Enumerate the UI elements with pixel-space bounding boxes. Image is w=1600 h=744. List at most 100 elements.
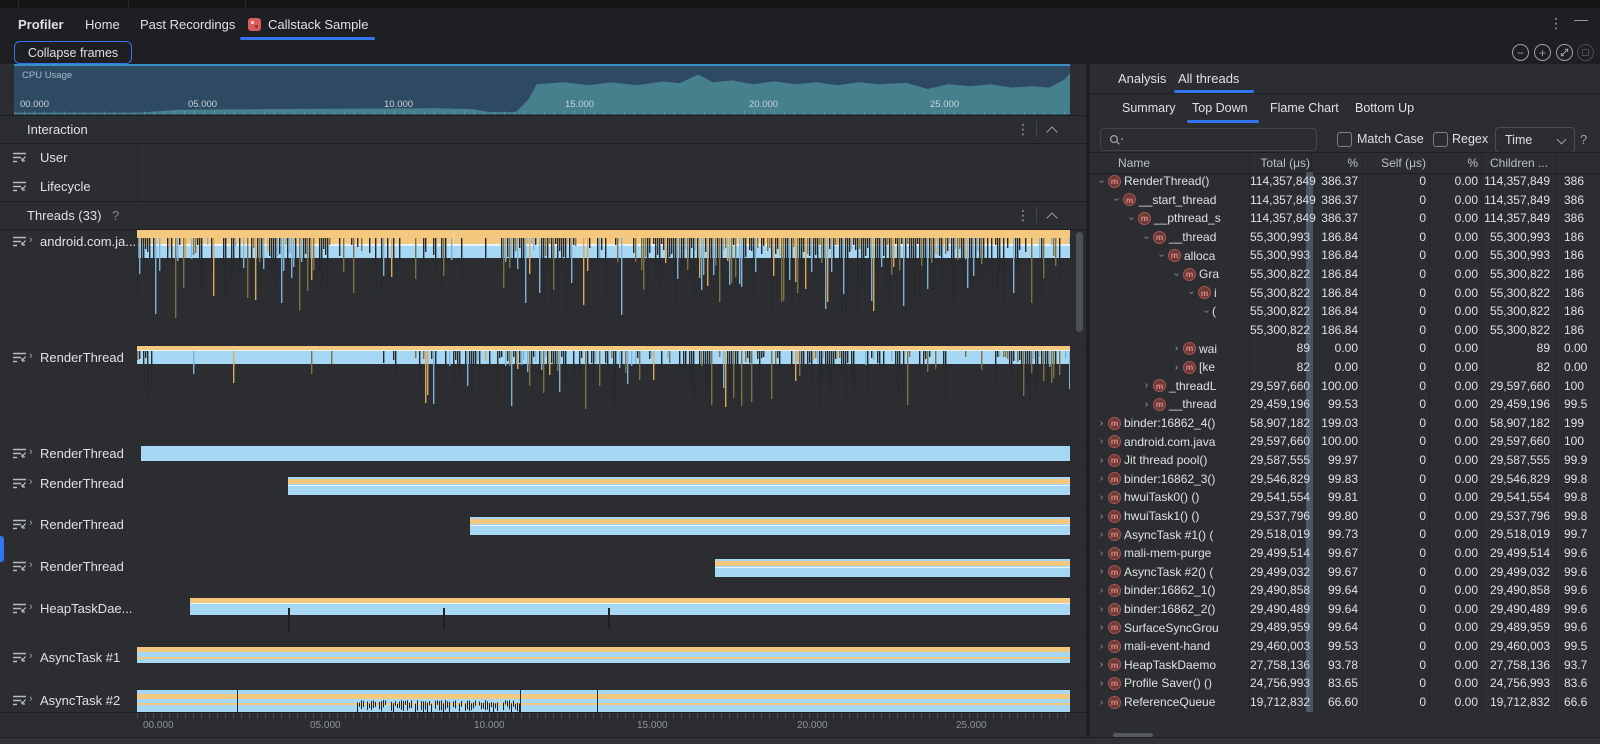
interaction-row-lifecycle[interactable]: Lifecycle [0, 172, 1086, 201]
thread-row[interactable]: › HeapTaskDae... [0, 590, 1086, 639]
column-divider[interactable] [1429, 152, 1430, 712]
function-name-cell[interactable]: › m i [1096, 284, 1250, 303]
column-divider[interactable] [1481, 152, 1482, 712]
tree-chevron-icon[interactable]: › [1099, 436, 1104, 448]
tree-chevron-icon[interactable]: › [1096, 179, 1107, 183]
tree-chevron-icon[interactable]: › [1111, 198, 1122, 202]
thread-track[interactable] [137, 547, 1070, 590]
thread-row[interactable]: › RenderThread [0, 345, 1086, 441]
table-row[interactable]: › m binder:16862_3() 29,546,829 99.83 0 … [1090, 470, 1600, 489]
interaction-kebab-icon[interactable]: ⋮ [1016, 121, 1030, 137]
table-row[interactable]: › m Jit thread pool() 29,587,555 99.97 0… [1090, 451, 1600, 470]
table-row[interactable]: › m __thread 55,300,993 186.84 0 0.00 55… [1090, 228, 1600, 247]
column-divider[interactable] [1555, 152, 1556, 712]
col-self-pct[interactable]: % [1467, 156, 1478, 170]
function-name-cell[interactable]: › m _threadL [1096, 377, 1250, 396]
thread-track[interactable] [137, 638, 1070, 680]
table-row[interactable]: › m AsyncTask #2() ( 29,499,032 99.67 0 … [1090, 563, 1600, 582]
zoom-out-icon[interactable]: − [1512, 44, 1529, 61]
interaction-collapse-icon[interactable] [1046, 126, 1058, 138]
table-row[interactable]: › m ReferenceQueue 19,712,832 66.60 0 0.… [1090, 693, 1600, 712]
thread-expand-chevron[interactable]: › [29, 446, 33, 458]
threads-header[interactable]: Threads (33) ? ⋮ [0, 201, 1086, 230]
table-row[interactable]: › m binder:16862_1() 29,490,858 99.64 0 … [1090, 581, 1600, 600]
thread-row[interactable]: › RenderThread [0, 547, 1086, 591]
table-horizontal-scrollbar[interactable] [1113, 733, 1153, 738]
column-divider[interactable] [1311, 152, 1312, 712]
tree-chevron-icon[interactable]: › [1099, 584, 1104, 596]
table-row[interactable]: › m alloca 55,300,993 186.84 0 0.00 55,3… [1090, 246, 1600, 265]
function-name-cell[interactable]: › m __start_thread [1096, 191, 1250, 210]
function-name-cell[interactable]: › m [1096, 321, 1250, 340]
tab-home[interactable]: Home [85, 17, 120, 32]
match-case-checkbox[interactable] [1337, 132, 1352, 147]
thread-row[interactable]: › RenderThread [0, 440, 1086, 471]
table-row[interactable]: › m AsyncTask #1() ( 29,518,019 99.73 0 … [1090, 525, 1600, 544]
function-name-cell[interactable]: › m __thread [1096, 395, 1250, 414]
tree-chevron-icon[interactable]: › [1186, 291, 1197, 295]
thread-track[interactable] [137, 590, 1070, 638]
thread-expand-chevron[interactable]: › [29, 476, 33, 488]
threads-kebab-icon[interactable]: ⋮ [1016, 207, 1030, 223]
col-children[interactable]: Children ... [1490, 156, 1549, 170]
function-name-cell[interactable]: › m alloca [1096, 246, 1250, 265]
col-total-pct[interactable]: % [1347, 156, 1358, 170]
function-name-cell[interactable]: › m ReferenceQueue [1096, 693, 1250, 712]
threads-collapse-icon[interactable] [1046, 212, 1058, 224]
cpu-usage-chart[interactable]: CPU Usage 00.000 05.000 10.000 15.000 20.000… [14, 64, 1070, 116]
tab-past-recordings[interactable]: Past Recordings [140, 17, 236, 32]
tree-chevron-icon[interactable]: › [1144, 398, 1149, 410]
function-name-cell[interactable]: › m binder:16862_4() [1096, 414, 1250, 433]
function-name-cell[interactable]: › m HeapTaskDaemo [1096, 656, 1250, 675]
thread-track[interactable] [137, 228, 1070, 345]
thread-row[interactable]: › RenderThread [0, 505, 1086, 548]
thread-track[interactable] [137, 470, 1070, 505]
function-name-cell[interactable]: › m Jit thread pool() [1096, 451, 1250, 470]
table-row[interactable]: › m hwuiTask0() () 29,541,554 99.81 0 0.… [1090, 488, 1600, 507]
tree-chevron-icon[interactable]: › [1099, 454, 1104, 466]
table-row[interactable]: › m [ke 82 0.00 0 0.00 82 0.00 [1090, 358, 1600, 377]
thread-track[interactable] [137, 505, 1070, 547]
tree-chevron-icon[interactable]: › [1099, 603, 1104, 615]
tree-chevron-icon[interactable]: › [1144, 380, 1149, 392]
table-row[interactable]: › m binder:16862_2() 29,490,489 99.64 0 … [1090, 600, 1600, 619]
table-row[interactable]: › m 55,300,822 186.84 0 0.00 55,300,822 … [1090, 321, 1600, 340]
function-name-cell[interactable]: › m AsyncTask #2() ( [1096, 563, 1250, 582]
interaction-header[interactable]: Interaction ⋮ [0, 115, 1086, 144]
thread-expand-chevron[interactable]: › [29, 350, 33, 362]
tree-chevron-icon[interactable]: › [1099, 417, 1104, 429]
function-name-cell[interactable]: › m __thread [1096, 228, 1250, 247]
col-self[interactable]: Self (μs) [1381, 156, 1426, 170]
tree-chevron-icon[interactable]: › [1174, 361, 1179, 373]
tree-chevron-icon[interactable]: › [1174, 343, 1179, 355]
col-total[interactable]: Total (μs) [1260, 156, 1310, 170]
thread-expand-chevron[interactable]: › [29, 517, 33, 529]
threads-vertical-scrollbar[interactable] [1076, 232, 1083, 332]
subtab-top-down[interactable]: Top Down [1192, 101, 1248, 115]
thread-row[interactable]: › AsyncTask #2 [0, 680, 1086, 713]
table-row[interactable]: › m RenderThread() 114,357,849 386.37 0 … [1090, 172, 1600, 191]
function-name-cell[interactable]: › m hwuiTask1() () [1096, 507, 1250, 526]
thread-expand-chevron[interactable]: › [29, 650, 33, 662]
thread-row[interactable]: › android.com.ja... [0, 228, 1086, 346]
subtab-summary[interactable]: Summary [1122, 101, 1176, 115]
table-row[interactable]: › m wai 89 0.00 0 0.00 89 0.00 [1090, 339, 1600, 358]
function-name-cell[interactable]: › m binder:16862_3() [1096, 470, 1250, 489]
table-row[interactable]: › m ( 55,300,822 186.84 0 0.00 55,300,82… [1090, 302, 1600, 321]
function-name-cell[interactable]: › m android.com.java [1096, 432, 1250, 451]
table-row[interactable]: › m HeapTaskDaemo 27,758,136 93.78 0 0.0… [1090, 656, 1600, 675]
function-name-cell[interactable]: › m hwuiTask0() () [1096, 488, 1250, 507]
reset-zoom-icon[interactable] [1556, 44, 1573, 61]
column-divider[interactable] [1362, 152, 1363, 712]
tree-chevron-icon[interactable]: › [1099, 473, 1104, 485]
tree-chevron-icon[interactable]: › [1099, 491, 1104, 503]
tab-analysis[interactable]: Analysis [1118, 71, 1167, 86]
table-row[interactable]: › m mali-mem-purge 29,499,514 99.67 0 0.… [1090, 544, 1600, 563]
table-row[interactable]: › m Gra 55,300,822 186.84 0 0.00 55,300,… [1090, 265, 1600, 284]
match-case-label[interactable]: Match Case [1357, 132, 1424, 146]
table-row[interactable]: › m hwuiTask1() () 29,537,796 99.80 0 0.… [1090, 507, 1600, 526]
tree-chevron-icon[interactable]: › [1099, 529, 1104, 541]
function-name-cell[interactable]: › m [ke [1096, 358, 1250, 377]
thread-row[interactable]: › RenderThread [0, 470, 1086, 506]
function-name-cell[interactable]: › m binder:16862_2() [1096, 600, 1250, 619]
